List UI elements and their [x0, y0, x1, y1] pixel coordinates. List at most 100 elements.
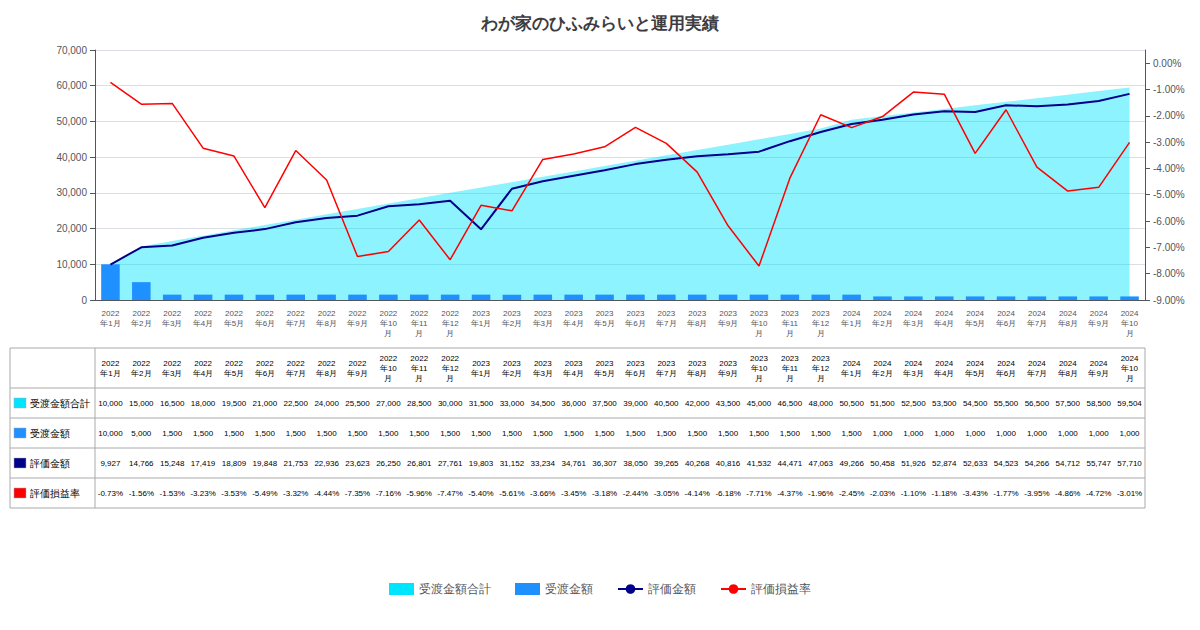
svg-text:年4月: 年4月 [193, 369, 213, 378]
svg-text:45,000: 45,000 [747, 399, 772, 408]
svg-text:19,803: 19,803 [469, 459, 494, 468]
svg-text:年3月: 年3月 [903, 369, 923, 378]
svg-text:1,000: 1,000 [903, 429, 924, 438]
svg-text:2022: 2022 [318, 359, 336, 368]
svg-text:2023: 2023 [781, 309, 799, 318]
svg-text:19,848: 19,848 [253, 459, 278, 468]
svg-text:1,500: 1,500 [162, 429, 183, 438]
svg-text:年7月: 年7月 [286, 369, 306, 378]
svg-text:2023: 2023 [719, 309, 737, 318]
svg-text:-2.03%: -2.03% [870, 489, 895, 498]
svg-text:57,500: 57,500 [1056, 399, 1081, 408]
svg-text:月: 月 [817, 329, 825, 338]
svg-text:1,000: 1,000 [965, 429, 986, 438]
svg-text:年6月: 年6月 [625, 319, 645, 328]
svg-text:2023: 2023 [565, 309, 583, 318]
svg-text:18,000: 18,000 [191, 399, 216, 408]
svg-text:年1月: 年1月 [841, 369, 861, 378]
svg-text:2024: 2024 [904, 309, 922, 318]
svg-text:1,500: 1,500 [656, 429, 677, 438]
svg-text:-5.00%: -5.00% [1153, 189, 1185, 200]
svg-text:55,747: 55,747 [1086, 459, 1111, 468]
svg-text:月: 月 [446, 374, 454, 383]
svg-text:47,063: 47,063 [809, 459, 834, 468]
svg-text:-9.00%: -9.00% [1153, 295, 1185, 306]
svg-text:年11: 年11 [782, 364, 799, 373]
svg-text:年6月: 年6月 [996, 319, 1016, 328]
svg-text:0.00%: 0.00% [1153, 58, 1181, 69]
svg-text:年9月: 年9月 [718, 369, 738, 378]
svg-text:年7月: 年7月 [656, 319, 676, 328]
svg-text:年4月: 年4月 [563, 319, 583, 328]
svg-text:2024: 2024 [1059, 309, 1077, 318]
svg-text:年5月: 年5月 [224, 319, 244, 328]
svg-text:1,500: 1,500 [625, 429, 646, 438]
svg-text:年1月: 年1月 [100, 319, 120, 328]
svg-text:34,500: 34,500 [531, 399, 556, 408]
svg-text:50,000: 50,000 [56, 116, 87, 127]
svg-text:年2月: 年2月 [872, 369, 892, 378]
svg-text:2022: 2022 [287, 309, 305, 318]
svg-text:年1月: 年1月 [100, 369, 120, 378]
svg-text:2023: 2023 [781, 354, 799, 363]
svg-text:月: 月 [415, 374, 423, 383]
svg-text:2024: 2024 [1090, 359, 1108, 368]
svg-text:36,000: 36,000 [561, 399, 586, 408]
svg-text:年6月: 年6月 [625, 369, 645, 378]
svg-text:年12: 年12 [812, 319, 829, 328]
svg-text:-4.44%: -4.44% [314, 489, 339, 498]
svg-text:1,000: 1,000 [872, 429, 893, 438]
svg-text:-4.72%: -4.72% [1086, 489, 1111, 498]
svg-text:-3.00%: -3.00% [1153, 137, 1185, 148]
svg-text:26,801: 26,801 [407, 459, 432, 468]
svg-text:1,500: 1,500 [842, 429, 863, 438]
svg-text:-3.32%: -3.32% [283, 489, 308, 498]
svg-text:37,500: 37,500 [592, 399, 617, 408]
svg-text:2023: 2023 [812, 354, 830, 363]
svg-text:月: 月 [446, 329, 454, 338]
svg-text:1,500: 1,500 [749, 429, 770, 438]
svg-text:53,500: 53,500 [932, 399, 957, 408]
svg-text:51,500: 51,500 [870, 399, 895, 408]
svg-text:受渡金額: 受渡金額 [545, 582, 593, 596]
svg-text:56,500: 56,500 [1025, 399, 1050, 408]
svg-text:1,500: 1,500 [595, 429, 616, 438]
svg-text:-1.56%: -1.56% [129, 489, 154, 498]
svg-text:1,500: 1,500 [780, 429, 801, 438]
svg-text:2022: 2022 [194, 309, 212, 318]
svg-text:15,248: 15,248 [160, 459, 185, 468]
svg-text:2022: 2022 [379, 309, 397, 318]
svg-text:2024: 2024 [935, 309, 953, 318]
svg-text:2024: 2024 [966, 359, 984, 368]
svg-text:年12: 年12 [812, 364, 829, 373]
svg-text:1,500: 1,500 [471, 429, 492, 438]
svg-text:1,000: 1,000 [1027, 429, 1048, 438]
svg-text:年8月: 年8月 [1058, 369, 1078, 378]
svg-text:2023: 2023 [472, 359, 490, 368]
svg-text:年8月: 年8月 [316, 369, 336, 378]
svg-text:年5月: 年5月 [594, 319, 614, 328]
svg-text:38,050: 38,050 [623, 459, 648, 468]
svg-text:年2月: 年2月 [872, 319, 892, 328]
svg-text:年6月: 年6月 [996, 369, 1016, 378]
svg-text:-1.53%: -1.53% [160, 489, 185, 498]
svg-text:24,000: 24,000 [314, 399, 339, 408]
svg-text:2022: 2022 [318, 309, 336, 318]
svg-text:-1.10%: -1.10% [901, 489, 926, 498]
svg-text:21,000: 21,000 [253, 399, 278, 408]
svg-text:0: 0 [81, 295, 87, 306]
svg-text:50,458: 50,458 [870, 459, 895, 468]
svg-text:年3月: 年3月 [162, 369, 182, 378]
svg-text:-2.44%: -2.44% [623, 489, 648, 498]
svg-text:2023: 2023 [688, 309, 706, 318]
svg-text:-7.35%: -7.35% [345, 489, 370, 498]
svg-text:-3.01%: -3.01% [1117, 489, 1142, 498]
svg-text:1,500: 1,500 [224, 429, 245, 438]
svg-text:-3.45%: -3.45% [561, 489, 586, 498]
svg-text:2022: 2022 [256, 309, 274, 318]
svg-text:36,307: 36,307 [592, 459, 617, 468]
svg-text:2022: 2022 [102, 359, 120, 368]
svg-text:2023: 2023 [472, 309, 490, 318]
svg-text:2023: 2023 [534, 359, 552, 368]
svg-text:2022: 2022 [194, 359, 212, 368]
